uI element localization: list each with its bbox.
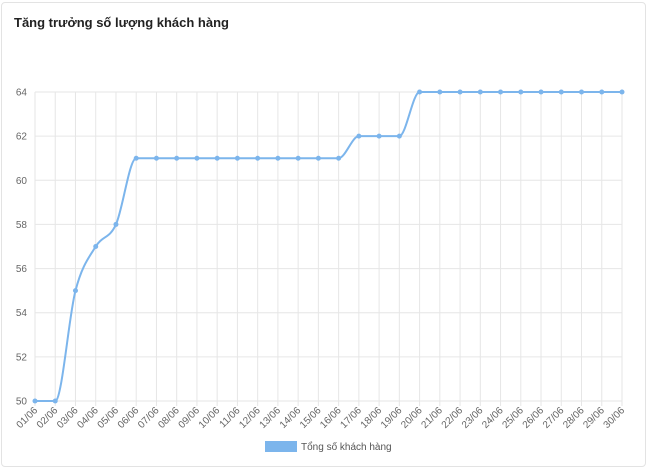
data-point[interactable] bbox=[234, 155, 240, 161]
data-point[interactable] bbox=[275, 155, 281, 161]
data-point[interactable] bbox=[619, 89, 625, 95]
y-tick-label: 50 bbox=[16, 397, 28, 408]
chart-grid bbox=[34, 91, 623, 406]
data-point[interactable] bbox=[417, 89, 423, 95]
x-tick-label: 23/06 bbox=[460, 405, 486, 431]
data-point[interactable] bbox=[457, 89, 463, 95]
x-tick-label: 26/06 bbox=[521, 405, 547, 431]
x-tick-label: 19/06 bbox=[379, 405, 405, 431]
data-point[interactable] bbox=[498, 89, 504, 95]
data-point[interactable] bbox=[599, 89, 605, 95]
y-tick-label: 64 bbox=[16, 88, 28, 99]
x-tick-label: 21/06 bbox=[419, 405, 445, 431]
data-point[interactable] bbox=[558, 89, 564, 95]
x-tick-label: 04/06 bbox=[75, 405, 101, 431]
x-tick-label: 12/06 bbox=[237, 405, 263, 431]
x-tick-label: 03/06 bbox=[55, 405, 81, 431]
data-point[interactable] bbox=[437, 89, 443, 95]
x-tick-label: 30/06 bbox=[602, 405, 628, 431]
data-point[interactable] bbox=[153, 155, 159, 161]
data-point[interactable] bbox=[376, 133, 382, 139]
x-tick-label: 11/06 bbox=[218, 405, 243, 430]
x-tick-label: 27/06 bbox=[541, 405, 567, 431]
data-point[interactable] bbox=[518, 89, 524, 95]
x-tick-label: 28/06 bbox=[561, 405, 587, 431]
x-tick-label: 13/06 bbox=[258, 405, 284, 431]
x-tick-label: 15/06 bbox=[298, 405, 324, 431]
x-tick-label: 10/06 bbox=[197, 405, 223, 431]
x-tick-label: 18/06 bbox=[359, 405, 385, 431]
data-point[interactable] bbox=[113, 221, 119, 227]
data-point[interactable] bbox=[32, 398, 38, 404]
data-point[interactable] bbox=[315, 155, 321, 161]
data-point[interactable] bbox=[396, 133, 402, 139]
x-tick-label: 25/06 bbox=[500, 405, 526, 431]
y-axis-ticks: 50 52 54 56 58 60 62 64 bbox=[16, 88, 28, 408]
x-tick-label: 22/06 bbox=[440, 405, 466, 431]
x-tick-label: 24/06 bbox=[480, 405, 506, 431]
data-point[interactable] bbox=[336, 155, 342, 161]
data-point[interactable] bbox=[255, 155, 261, 161]
data-point[interactable] bbox=[174, 155, 180, 161]
data-point[interactable] bbox=[52, 398, 58, 404]
x-tick-label: 02/06 bbox=[35, 405, 61, 431]
x-tick-label: 08/06 bbox=[156, 405, 182, 431]
series-points bbox=[32, 89, 625, 404]
x-tick-label: 29/06 bbox=[581, 405, 607, 431]
x-tick-label: 01/06 bbox=[15, 405, 41, 431]
data-point[interactable] bbox=[93, 244, 99, 249]
y-tick-label: 60 bbox=[16, 176, 28, 187]
chart-title: Tăng trưởng số lượng khách hàng bbox=[14, 15, 229, 30]
y-tick-label: 58 bbox=[16, 220, 28, 231]
data-point[interactable] bbox=[214, 155, 220, 161]
y-tick-label: 54 bbox=[16, 308, 28, 319]
y-tick-label: 52 bbox=[16, 352, 28, 363]
data-point[interactable] bbox=[477, 89, 483, 95]
data-point[interactable] bbox=[194, 155, 200, 161]
y-tick-label: 62 bbox=[16, 132, 28, 143]
x-tick-label: 09/06 bbox=[177, 405, 203, 431]
data-point[interactable] bbox=[538, 89, 544, 95]
y-tick-label: 56 bbox=[16, 264, 28, 275]
data-point[interactable] bbox=[356, 133, 362, 139]
data-point[interactable] bbox=[579, 89, 585, 95]
legend-label: Tổng số khách hàng bbox=[301, 441, 392, 453]
legend[interactable]: Tổng số khách hàng bbox=[265, 441, 392, 453]
x-axis-ticks: 01/0602/0603/0604/0605/0606/0607/0608/06… bbox=[15, 405, 628, 431]
x-tick-label: 07/06 bbox=[136, 405, 162, 431]
data-point[interactable] bbox=[72, 288, 78, 294]
data-point[interactable] bbox=[133, 155, 139, 161]
x-tick-label: 20/06 bbox=[399, 405, 425, 431]
legend-color-box bbox=[265, 441, 297, 452]
x-tick-label: 17/06 bbox=[339, 405, 365, 431]
x-tick-label: 14/06 bbox=[278, 405, 304, 431]
series-line bbox=[35, 91, 622, 402]
x-tick-label: 16/06 bbox=[318, 405, 344, 431]
x-tick-label: 05/06 bbox=[96, 405, 122, 431]
x-tick-label: 06/06 bbox=[116, 405, 142, 431]
data-point[interactable] bbox=[295, 155, 301, 161]
